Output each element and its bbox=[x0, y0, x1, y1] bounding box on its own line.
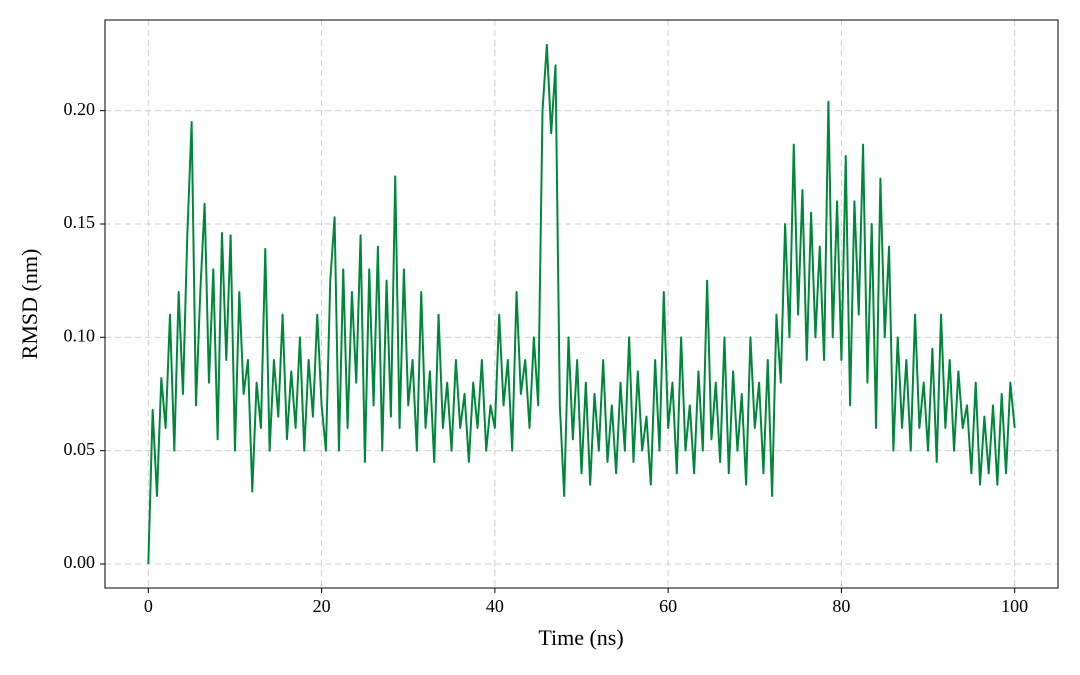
x-tick-label: 60 bbox=[659, 596, 677, 616]
x-tick-label: 100 bbox=[1001, 596, 1028, 616]
y-axis-label: RMSD (nm) bbox=[17, 249, 42, 360]
x-axis-label: Time (ns) bbox=[538, 625, 623, 650]
x-tick-label: 80 bbox=[832, 596, 850, 616]
y-tick-label: 0.15 bbox=[64, 212, 96, 232]
y-tick-label: 0.10 bbox=[64, 325, 96, 345]
plot-frame bbox=[104, 19, 1059, 589]
x-tick-label: 40 bbox=[486, 596, 504, 616]
x-tick-label: 20 bbox=[313, 596, 331, 616]
data-line bbox=[147, 43, 1016, 564]
y-tick-label: 0.20 bbox=[64, 99, 96, 119]
y-tick-label: 0.05 bbox=[64, 439, 96, 459]
x-tick-label: 0 bbox=[144, 596, 153, 616]
y-tick-label: 0.00 bbox=[64, 552, 96, 572]
